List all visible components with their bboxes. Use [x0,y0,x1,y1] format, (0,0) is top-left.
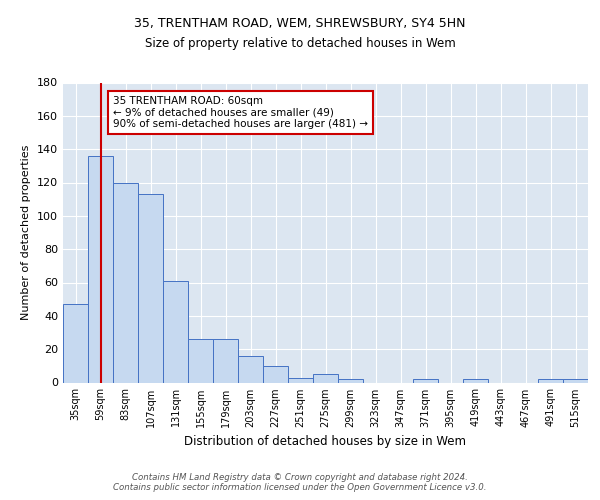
Bar [163,281,188,382]
Bar [288,378,313,382]
Bar [138,194,163,382]
Bar [188,339,213,382]
Text: Size of property relative to detached houses in Wem: Size of property relative to detached ho… [145,38,455,51]
Bar [88,156,113,382]
Bar [538,379,563,382]
Bar [338,379,363,382]
Text: Contains HM Land Registry data © Crown copyright and database right 2024.
Contai: Contains HM Land Registry data © Crown c… [113,473,487,492]
Bar [563,379,588,382]
Y-axis label: Number of detached properties: Number of detached properties [22,145,31,320]
Bar [313,374,338,382]
Bar [213,339,238,382]
Text: 35, TRENTHAM ROAD, WEM, SHREWSBURY, SY4 5HN: 35, TRENTHAM ROAD, WEM, SHREWSBURY, SY4 … [134,18,466,30]
Text: 35 TRENTHAM ROAD: 60sqm
← 9% of detached houses are smaller (49)
90% of semi-det: 35 TRENTHAM ROAD: 60sqm ← 9% of detached… [113,96,368,129]
X-axis label: Distribution of detached houses by size in Wem: Distribution of detached houses by size … [185,435,467,448]
Bar [463,379,488,382]
Bar [63,304,88,382]
Bar [413,379,438,382]
Bar [113,182,138,382]
Bar [263,366,288,382]
Bar [238,356,263,382]
